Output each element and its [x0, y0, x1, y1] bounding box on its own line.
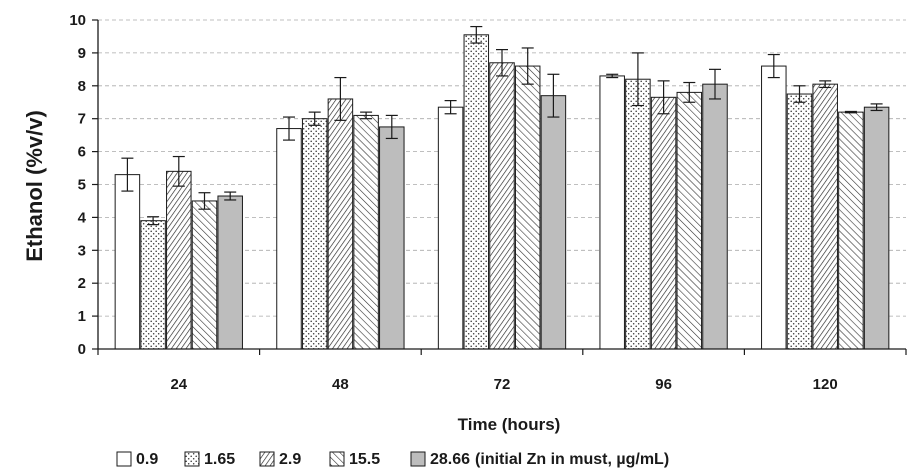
- legend-swatch: [259, 451, 275, 467]
- bar-1.65-120: [786, 93, 813, 350]
- error-bar: [334, 76, 347, 121]
- error-bar: [793, 85, 806, 103]
- legend-label: 15.5: [349, 451, 380, 468]
- error-bar: [870, 103, 883, 112]
- error-bar: [496, 49, 508, 77]
- bar-15.5-72: [514, 65, 541, 350]
- legend-label: 1.65: [204, 451, 235, 468]
- bar-28.66-24: [217, 195, 243, 350]
- y-tick-label: 8: [78, 78, 86, 95]
- legend-item-1.65: 1.65: [184, 451, 235, 468]
- bar-28.66-48: [379, 126, 405, 350]
- error-bar: [121, 157, 134, 192]
- axes: 0 1 2 3 4 5 6 7 8 9 10 24 48 72 96 120: [69, 12, 907, 393]
- error-bar: [631, 52, 644, 107]
- error-bar: [308, 111, 321, 126]
- bar-1.65-96: [625, 78, 651, 350]
- legend-swatch: [184, 451, 200, 467]
- bar-1.65-24: [140, 220, 166, 350]
- bars: [114, 25, 890, 350]
- x-tick-label: 72: [494, 376, 511, 393]
- bar-0.9-24: [114, 174, 141, 350]
- error-bar: [147, 216, 160, 226]
- error-bar: [198, 192, 211, 210]
- y-tick-label: 9: [78, 45, 86, 62]
- error-bar: [444, 100, 457, 115]
- y-axis-title: Ethanol (%v/v): [22, 110, 47, 262]
- error-bar: [385, 114, 398, 140]
- bar-0.9-96: [599, 75, 625, 350]
- legend-item-28.66: 28.66 (initial Zn in must, µg/mL): [410, 451, 669, 468]
- error-bar: [657, 80, 670, 115]
- error-bar: [844, 110, 857, 114]
- x-tick-label: 96: [655, 376, 672, 393]
- error-bar: [819, 80, 832, 89]
- y-tick-label: 0: [78, 341, 86, 358]
- legend: 0.9 1.65 2.9 15.5 28.66 (initial Zn in must, …: [116, 451, 669, 468]
- error-bar: [521, 47, 534, 85]
- x-tick-label: 120: [813, 376, 838, 393]
- error-bar: [606, 73, 619, 79]
- y-tick-label: 2: [78, 275, 86, 292]
- legend-swatch: [116, 451, 132, 467]
- y-tick-label: 10: [69, 12, 86, 29]
- error-bar: [683, 81, 696, 103]
- bar-28.66-96: [702, 83, 728, 350]
- bar-0.9-120: [761, 65, 787, 350]
- y-tick-label: 6: [78, 144, 86, 161]
- bar-2.9-24: [166, 170, 192, 350]
- error-bar: [547, 73, 560, 118]
- y-tick-label: 4: [78, 209, 87, 226]
- bar-15.5-96: [676, 91, 703, 350]
- error-bar: [767, 53, 780, 79]
- y-tick-label: 5: [78, 177, 86, 194]
- legend-swatch: [329, 451, 345, 467]
- error-bar: [470, 25, 483, 44]
- legend-label: 0.9: [136, 451, 158, 468]
- bar-15.5-24: [191, 200, 218, 350]
- bar-2.9-120: [812, 83, 838, 350]
- error-bar: [224, 191, 237, 201]
- error-bar: [172, 155, 185, 187]
- bar-2.9-48: [327, 98, 354, 350]
- bar-28.66-72: [540, 95, 567, 350]
- legend-swatch: [410, 451, 426, 467]
- bar-15.5-120: [838, 111, 864, 350]
- legend-label: 2.9: [279, 451, 301, 468]
- legend-item-0.9: 0.9: [116, 451, 158, 468]
- error-bar: [709, 68, 721, 100]
- bar-15.5-48: [353, 114, 379, 350]
- bar-28.66-120: [863, 106, 890, 350]
- bar-2.9-72: [489, 62, 515, 350]
- legend-label: 28.66 (initial Zn in must, µg/mL): [430, 451, 669, 468]
- bar-2.9-96: [650, 96, 677, 350]
- bar-0.9-48: [276, 128, 302, 350]
- x-tick-label: 24: [170, 376, 187, 393]
- x-axis-title: Time (hours): [458, 415, 561, 434]
- legend-item-2.9: 2.9: [259, 451, 301, 468]
- legend-item-15.5: 15.5: [329, 451, 380, 468]
- error-bar: [360, 111, 373, 120]
- bar-1.65-72: [463, 34, 490, 350]
- y-tick-label: 3: [78, 242, 86, 259]
- bar-0.9-72: [437, 106, 464, 350]
- x-tick-label: 48: [332, 376, 349, 393]
- y-tick-label: 7: [78, 111, 86, 128]
- y-tick-label: 1: [78, 308, 86, 325]
- legend-suffix: (initial Zn in must, µg/mL): [475, 451, 669, 468]
- bar-1.65-48: [301, 118, 328, 350]
- error-bar: [283, 116, 295, 141]
